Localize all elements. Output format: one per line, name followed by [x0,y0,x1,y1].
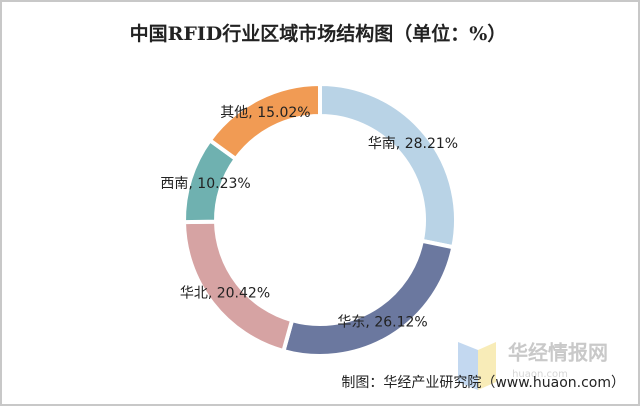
data-label: 华北, 20.42% [180,285,270,301]
slice [207,81,322,162]
chart-title: 中国RFID行业区域市场结构图（单位：%） [130,22,507,45]
watermark: 华经情报网 [508,341,608,365]
data-label: 华南, 28.21% [368,136,458,152]
watermark-sub: huaon.com [512,369,568,380]
data-label: 西南, 10.23% [160,176,250,192]
data-label: 其他, 15.02% [220,105,310,121]
source: 制图：华经产业研究院（www.huaon.com） [341,375,625,391]
data-label: 华东, 26.12% [337,314,427,330]
watermark-logo [458,342,496,390]
